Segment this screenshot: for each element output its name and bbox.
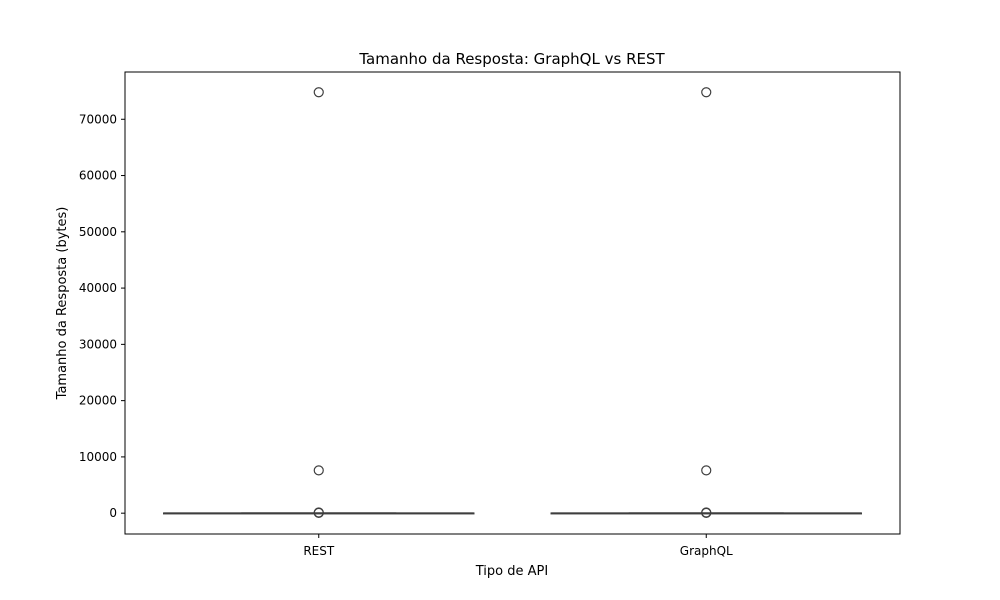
- outlier-point: [313, 465, 324, 476]
- y-axis-label: Tamanho da Resposta (bytes): [55, 207, 70, 401]
- y-tick-label: 10000: [79, 450, 117, 464]
- y-tick-label: 70000: [79, 112, 117, 126]
- y-tick-label: 20000: [79, 394, 117, 408]
- outlier-point: [313, 507, 324, 518]
- y-tick-label: 40000: [79, 281, 117, 295]
- outlier-point: [313, 87, 324, 98]
- plot-frame: [124, 71, 901, 535]
- x-tick-label: GraphQL: [680, 544, 733, 558]
- y-tick-label: 50000: [79, 225, 117, 239]
- x-tick-label: REST: [303, 544, 335, 558]
- box-rest: [163, 87, 475, 518]
- chart-title: Tamanho da Resposta: GraphQL vs REST: [358, 50, 665, 68]
- box-graphql: [550, 87, 862, 518]
- outlier-point: [701, 87, 712, 98]
- y-tick-label: 60000: [79, 169, 117, 183]
- y-tick-label: 0: [109, 506, 117, 520]
- plot-area: [163, 87, 862, 518]
- outlier-point: [701, 507, 712, 518]
- y-axis: 0 10000 20000 30000 40000 50000 60000 70000: [79, 112, 125, 520]
- x-axis-label: Tipo de API: [475, 564, 548, 579]
- x-axis: REST GraphQL: [303, 534, 733, 558]
- y-tick-label: 30000: [79, 337, 117, 351]
- outlier-point: [701, 465, 712, 476]
